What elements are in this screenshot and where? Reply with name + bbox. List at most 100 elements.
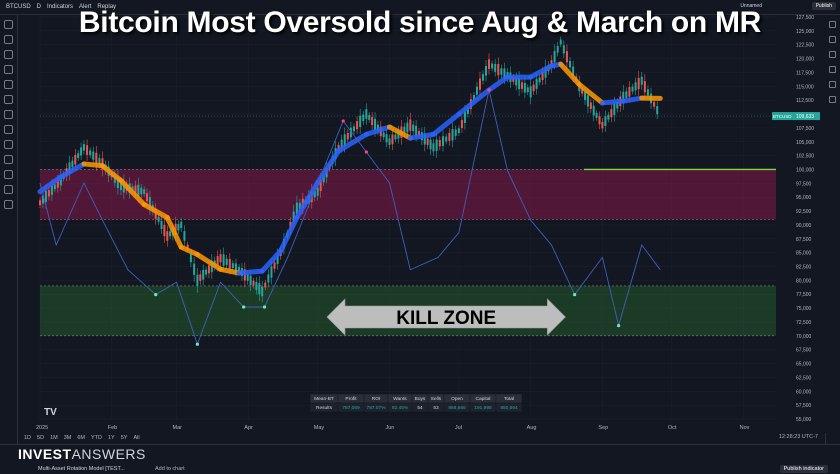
fib-icon[interactable] xyxy=(4,50,13,59)
zone-overbought xyxy=(40,169,776,219)
y-tick-label: 77,500 xyxy=(796,292,812,298)
publish-indicator-button[interactable]: Publish indicator xyxy=(780,465,828,473)
candle-body xyxy=(427,139,429,145)
chat-icon[interactable] xyxy=(829,66,836,73)
candle-body xyxy=(479,78,481,89)
timeframe-3m[interactable]: 3M xyxy=(64,435,72,441)
ma-ribbon-segment xyxy=(602,101,623,103)
candle-body xyxy=(524,83,526,93)
candle-body xyxy=(656,106,658,114)
candle-body xyxy=(359,116,361,127)
candle-body xyxy=(566,51,568,62)
x-tick-label: Jun xyxy=(385,425,394,431)
candle-body xyxy=(158,217,160,222)
timeframe-all[interactable]: All xyxy=(133,435,139,441)
timeframe-5y[interactable]: 5Y xyxy=(121,435,128,441)
candle-body xyxy=(587,95,589,106)
candle-body xyxy=(536,79,538,89)
stats-header-text: Buys xyxy=(415,396,426,402)
stats-value-text: Results xyxy=(316,405,333,411)
candle-body xyxy=(563,45,565,53)
stats-header-text: Sells xyxy=(431,396,442,402)
candle-body xyxy=(317,188,319,196)
candle-body xyxy=(461,120,463,128)
y-tick-label: 70,000 xyxy=(796,334,812,340)
chart-title: Bitcoin Most Oversold since Aug & March … xyxy=(0,6,840,40)
magnet-icon[interactable] xyxy=(4,155,13,164)
candle-body xyxy=(488,59,490,69)
candle-body xyxy=(137,185,139,196)
candle-body xyxy=(604,116,606,126)
candle-body xyxy=(455,130,457,136)
indicator-name[interactable]: Multi-Asset Rotation Model [TEST... xyxy=(38,466,125,472)
stats-value-text: 191,998 xyxy=(474,405,492,411)
brand-logo: INVESTANSWERS xyxy=(18,446,146,462)
candle-body xyxy=(169,231,171,236)
candle-body xyxy=(613,104,615,115)
zoom-icon[interactable] xyxy=(4,140,13,149)
y-tick-label: 95,000 xyxy=(796,195,812,201)
buy-signal-dot xyxy=(263,305,266,308)
stats-header-text: Wants xyxy=(393,396,407,402)
heart-icon[interactable] xyxy=(4,110,13,119)
calendar-icon[interactable] xyxy=(829,81,836,88)
ideas-icon[interactable] xyxy=(829,96,836,103)
x-tick-label: Apr xyxy=(244,425,253,431)
stats-header-text: ROI xyxy=(372,396,381,402)
candle-body xyxy=(253,281,255,286)
stats-header-text: Open xyxy=(451,396,463,402)
price-chart[interactable]: 127,500125,000122,500120,000117,500115,0… xyxy=(18,15,826,433)
timeframe-1m[interactable]: 1M xyxy=(50,435,58,441)
eye-icon[interactable] xyxy=(4,185,13,194)
utc-clock: 12:28:23 UTC-7 xyxy=(779,434,818,440)
brush-icon[interactable] xyxy=(4,80,13,89)
candle-body xyxy=(432,143,434,151)
y-tick-label: 57,500 xyxy=(796,403,812,409)
candle-body xyxy=(601,122,603,128)
x-tick-label: Feb xyxy=(108,425,117,431)
candle-body xyxy=(593,106,595,116)
candle-body xyxy=(365,109,367,119)
timeframe-1d[interactable]: 1D xyxy=(24,435,31,441)
candle-body xyxy=(356,121,358,129)
candle-body xyxy=(202,270,204,280)
add-to-chart-button[interactable]: Add to chart xyxy=(155,466,185,472)
candle-body xyxy=(445,137,447,142)
candle-body xyxy=(226,259,228,265)
y-tick-label: 102,500 xyxy=(796,154,814,160)
candle-body xyxy=(229,259,231,269)
ruler-icon[interactable] xyxy=(4,125,13,134)
candle-body xyxy=(458,128,460,133)
stats-value-text: 54 xyxy=(417,405,423,411)
y-tick-label: 72,500 xyxy=(796,320,812,326)
candle-body xyxy=(54,184,56,189)
candle-body xyxy=(557,46,559,52)
candle-body xyxy=(632,87,634,92)
candle-body xyxy=(344,134,346,145)
text-icon[interactable] xyxy=(4,95,13,104)
y-tick-label: 105,000 xyxy=(796,140,814,146)
pattern-icon[interactable] xyxy=(4,65,13,74)
candle-body xyxy=(180,222,182,228)
y-tick-label: 100,000 xyxy=(796,167,814,173)
candle-body xyxy=(409,119,411,130)
timeframe-6m[interactable]: 6M xyxy=(77,435,85,441)
candle-body xyxy=(166,231,168,241)
candle-body xyxy=(500,68,502,74)
timeframe-1y[interactable]: 1Y xyxy=(108,435,115,441)
candle-body xyxy=(80,147,82,155)
buy-signal-dot xyxy=(573,293,576,296)
candle-body xyxy=(274,262,276,268)
candle-body xyxy=(494,64,496,72)
layers-icon[interactable] xyxy=(829,51,836,58)
candle-body xyxy=(255,282,257,290)
timeframe-5d[interactable]: 5D xyxy=(37,435,44,441)
candle-body xyxy=(533,85,535,91)
candle-body xyxy=(205,270,207,275)
candle-body xyxy=(476,87,478,95)
lock-icon[interactable] xyxy=(4,170,13,179)
candle-body xyxy=(430,140,432,150)
trash-icon[interactable] xyxy=(4,200,13,209)
y-tick-label: 67,500 xyxy=(796,348,812,354)
timeframe-ytd[interactable]: YTD xyxy=(91,435,102,441)
